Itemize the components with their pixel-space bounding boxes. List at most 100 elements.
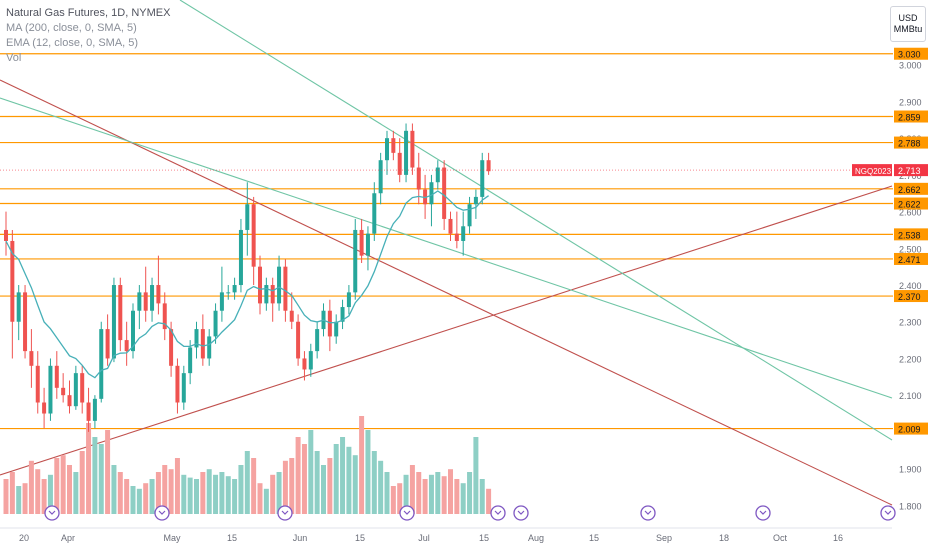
volume-bar-28 bbox=[181, 474, 187, 514]
candle-body-12 bbox=[80, 373, 85, 403]
event-marker-icon-1[interactable] bbox=[154, 505, 170, 521]
volume-bar-3 bbox=[22, 483, 28, 514]
candle-body-29 bbox=[188, 347, 193, 374]
event-marker-icon-3[interactable] bbox=[399, 505, 415, 521]
candle-body-0 bbox=[4, 229, 8, 241]
candle-body-75 bbox=[480, 160, 485, 197]
event-marker-icon-0[interactable] bbox=[44, 505, 60, 521]
candle-body-70 bbox=[448, 218, 453, 234]
candle-body-5 bbox=[35, 365, 40, 403]
unit-label: MMBtu bbox=[893, 24, 923, 34]
candle-body-55 bbox=[353, 229, 358, 293]
event-marker-icon-8[interactable] bbox=[880, 505, 896, 521]
volume-bar-49 bbox=[314, 451, 320, 514]
candle-body-52 bbox=[334, 321, 339, 337]
volume-bar-15 bbox=[98, 444, 104, 514]
candle-body-53 bbox=[340, 307, 345, 322]
volume-bar-42 bbox=[270, 474, 276, 514]
volume-bar-73 bbox=[467, 472, 473, 514]
event-marker-icon-6[interactable] bbox=[640, 505, 656, 521]
candle-body-61 bbox=[391, 138, 396, 153]
legend-title: Natural Gas Futures, 1D, NYMEX bbox=[6, 7, 171, 19]
volume-bar-29 bbox=[187, 477, 193, 514]
candle-body-43 bbox=[277, 266, 282, 304]
candle-body-13 bbox=[86, 402, 91, 421]
volume-bar-27 bbox=[174, 458, 180, 514]
candle-body-10 bbox=[67, 395, 72, 407]
currency-unit-selector[interactable]: USD MMBtu bbox=[890, 6, 926, 42]
volume-bar-34 bbox=[219, 472, 225, 514]
volume-bar-52 bbox=[333, 444, 339, 514]
level-tag-text-3: 2.662 bbox=[898, 185, 921, 195]
volume-bar-51 bbox=[327, 458, 333, 514]
volume-bar-33 bbox=[213, 474, 219, 514]
volume-bar-7 bbox=[47, 474, 53, 514]
candle-body-11 bbox=[73, 373, 78, 407]
volume-bar-31 bbox=[200, 472, 206, 514]
volume-bar-61 bbox=[390, 486, 396, 514]
candle-body-30 bbox=[194, 329, 199, 348]
volume-bar-35 bbox=[225, 476, 231, 514]
price-tag-text: 2.713 bbox=[898, 166, 921, 176]
volume-bar-24 bbox=[155, 472, 161, 514]
volume-bar-53 bbox=[340, 437, 346, 514]
y-tick-label-7: 2.300 bbox=[899, 318, 922, 328]
legend-vol[interactable]: Vol bbox=[6, 52, 22, 64]
candle-body-17 bbox=[111, 285, 116, 359]
volume-bar-63 bbox=[403, 474, 409, 514]
level-tag-0 bbox=[894, 47, 928, 60]
candle-body-76 bbox=[486, 160, 491, 172]
y-tick-label-8: 2.200 bbox=[899, 354, 922, 364]
volume-bar-37 bbox=[238, 465, 244, 514]
candle-body-33 bbox=[213, 310, 218, 337]
candle-body-56 bbox=[359, 229, 364, 256]
volume-bar-1 bbox=[9, 472, 15, 514]
candle-body-23 bbox=[150, 285, 155, 311]
candle-body-74 bbox=[473, 196, 478, 205]
y-tick-label-1: 2.900 bbox=[899, 97, 922, 107]
volume-bar-46 bbox=[295, 437, 301, 514]
candle-body-32 bbox=[207, 336, 212, 359]
volume-bar-17 bbox=[111, 465, 117, 514]
candle-body-3 bbox=[23, 292, 28, 352]
y-tick-label-4: 2.600 bbox=[899, 208, 922, 218]
volume-bar-70 bbox=[448, 469, 453, 514]
candle-body-40 bbox=[258, 266, 262, 304]
candle-body-31 bbox=[200, 329, 205, 359]
volume-bar-38 bbox=[244, 451, 250, 514]
candle-body-46 bbox=[296, 321, 301, 359]
level-tag-text-2: 2.788 bbox=[898, 139, 921, 149]
legend-ma[interactable]: MA (200, close, 0, SMA, 5) bbox=[6, 22, 137, 34]
event-marker-icon-7[interactable] bbox=[755, 505, 771, 521]
candle-body-51 bbox=[327, 310, 332, 337]
candle-body-62 bbox=[397, 152, 402, 175]
y-tick-label-9: 2.100 bbox=[899, 391, 922, 401]
candle-body-47 bbox=[302, 358, 307, 370]
event-marker-icon-2[interactable] bbox=[277, 505, 293, 521]
volume-bar-75 bbox=[479, 479, 485, 514]
candle-body-2 bbox=[16, 292, 21, 322]
volume-bar-68 bbox=[435, 472, 441, 514]
level-tag-1 bbox=[894, 110, 928, 123]
volume-bar-54 bbox=[346, 446, 352, 514]
candle-body-16 bbox=[105, 329, 110, 359]
candle-body-54 bbox=[346, 292, 351, 308]
legend-ema[interactable]: EMA (12, close, 0, SMA, 5) bbox=[6, 37, 139, 49]
candle-body-27 bbox=[175, 365, 180, 403]
volume-bar-71 bbox=[454, 479, 460, 514]
level-tag-2 bbox=[894, 136, 928, 149]
volume-bar-65 bbox=[416, 472, 422, 514]
candle-body-38 bbox=[245, 204, 250, 230]
candle-body-8 bbox=[54, 365, 59, 388]
x-tick-label-3: 15 bbox=[227, 533, 237, 543]
volume-bar-23 bbox=[149, 479, 155, 514]
event-marker-icon-4[interactable] bbox=[490, 505, 506, 521]
event-marker-icon-5[interactable] bbox=[513, 505, 529, 521]
volume-bar-58 bbox=[371, 451, 377, 514]
candle-body-69 bbox=[442, 167, 447, 219]
candle-body-9 bbox=[61, 387, 66, 396]
level-tag-4 bbox=[894, 197, 928, 210]
y-tick-label-0: 3.000 bbox=[899, 61, 922, 71]
candle-body-60 bbox=[385, 138, 389, 161]
